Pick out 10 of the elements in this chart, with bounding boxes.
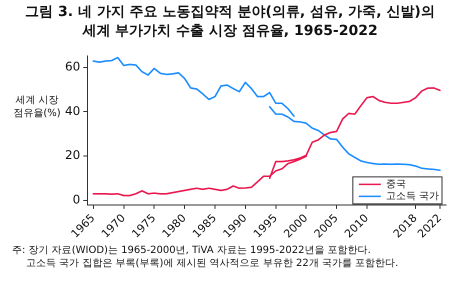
y-axis-title: 세계 시장 점유율(%)	[13, 95, 61, 119]
legend-label: 고소득 국가	[386, 190, 440, 202]
text: 주: 장기 자료(WIOD)는 1965-2000년, TiVA 자료는 1995-2022년을 포함한다.	[12, 244, 372, 257]
legend-label: 중국	[386, 178, 406, 190]
y-tick-label: 40	[64, 104, 80, 118]
y-tick-label: 20	[64, 148, 80, 162]
y-tick-label: 60	[64, 59, 80, 74]
y-tick-label: 0	[72, 192, 80, 207]
chart-title: 그림 3. 네 가지 주요 노동집약적 분야(의류, 섬유, 가죽, 신발)의 세계 부가가치 수출 시장 점유율, 1965-2022	[24, 3, 436, 41]
text: 고소득 국가 집합은 부록(부록)에 제시된 역사적으로 부유한 22개 국가를 포함한다.	[25, 257, 398, 270]
